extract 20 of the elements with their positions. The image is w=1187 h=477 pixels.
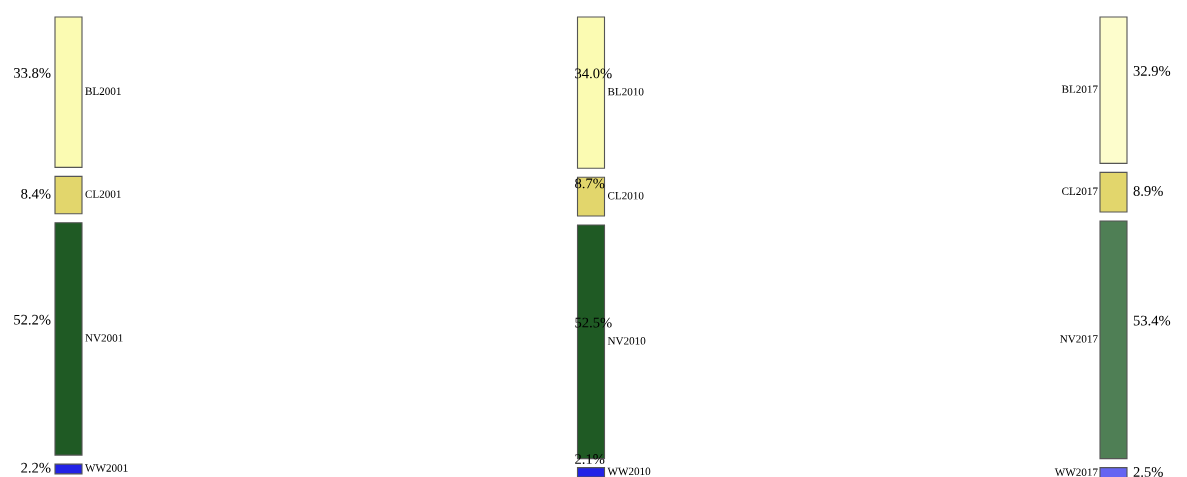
category-label: BL2001 [85,87,121,95]
data-label: 32.9% [1133,66,1171,76]
category-label: NV2010 [607,337,646,345]
category-label: NV2001 [85,334,123,342]
data-label: 52.2% [14,314,51,325]
category-label: WW2001 [85,464,128,472]
category-label: CL2017 [1062,187,1098,195]
category-label: WW2017 [1054,468,1098,477]
data-label: 53.4% [1133,315,1171,326]
category-label: BL2010 [607,87,644,96]
data-label: 2.5% [1133,467,1163,477]
data-label: 2.2% [21,462,51,473]
category-label: WW2010 [607,467,651,476]
category-label: CL2010 [607,191,644,200]
category-label: NV2017 [1060,335,1098,343]
data-label: 8.4% [21,188,51,199]
data-label: 33.8% [14,68,51,78]
category-label: BL2017 [1061,85,1098,93]
data-label: 8.9% [1133,186,1163,196]
category-label: CL2001 [85,190,121,198]
